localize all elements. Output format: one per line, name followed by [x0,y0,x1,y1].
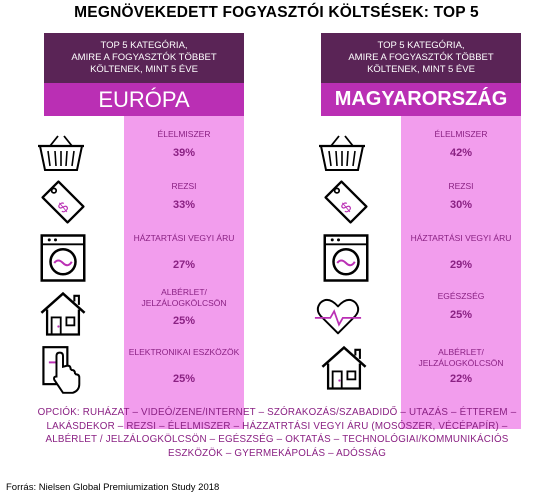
house-icon [321,345,367,390]
table-row: $ REZSI 30% [321,173,521,229]
europe-region-label: EURÓPA [44,83,244,116]
europe-panel: TOP 5 KATEGÓRIA, AMIRE A FOGYASZTÓK TÖBB… [38,33,244,429]
category-label: REZSI [171,181,197,191]
category-label: HÁZTARTÁSI VEGYI ÁRU [133,233,235,243]
table-row: HÁZTARTÁSI VEGYI ÁRU 27% [40,229,244,285]
basket-icon [319,135,365,171]
hungary-value-column [401,116,521,429]
heart-pulse-icon [314,298,362,335]
category-label: HÁZTARTÁSI VEGYI ÁRU [410,233,512,243]
category-label: ELEKTRONIKAI ESZKÖZÖK [128,347,240,357]
table-row: ÉLELMISZER 39% [38,121,244,177]
source-note: Forrás: Nielsen Global Premiumization St… [6,482,220,493]
hungary-region-label: MAGYARORSZÁG [321,83,521,116]
table-row: HÁZTARTÁSI VEGYI ÁRU 29% [321,229,521,285]
table-row: ALBÉRLET/ JELZÁLOGKÖLCSÖN 22% [321,339,521,395]
category-value: 25% [449,309,473,321]
category-label: ALBÉRLET/ JELZÁLOGKÖLCSÖN [141,287,227,308]
category-label: EGÉSZSÉG [437,291,485,301]
washing-machine-icon [40,234,86,282]
category-value: 29% [449,259,473,271]
price-tag-icon: $ [324,180,368,224]
category-value: 25% [172,315,196,327]
table-row: EGÉSZSÉG 25% [314,283,521,339]
europe-header: TOP 5 KATEGÓRIA, AMIRE A FOGYASZTÓK TÖBB… [44,33,244,83]
category-value: 27% [172,259,196,271]
category-label: ALBÉRLET/ JELZÁLOGKÖLCSÖN [418,347,504,368]
chart-title: MEGNÖVEKEDETT FOGYASZTÓI KÖLTSÉSEK: TOP … [74,4,479,21]
category-value: 30% [449,199,473,211]
price-tag-icon: $ [41,180,85,224]
table-row: ELEKTRONIKAI ESZKÖZÖK 25% [42,339,244,395]
table-row: $ REZSI 33% [41,173,244,229]
category-value: 39% [172,147,196,159]
table-row: ALBÉRLET/ JELZÁLOGKÖLCSÖN 25% [40,283,244,339]
category-label: REZSI [448,181,474,191]
basket-icon [38,135,84,171]
hungary-header: TOP 5 KATEGÓRIA, AMIRE A FOGYASZTÓK TÖBB… [321,33,521,83]
table-row: ÉLELMISZER 42% [319,121,521,177]
category-label: ÉLELMISZER [157,129,211,139]
category-label: ÉLELMISZER [434,129,488,139]
house-icon [40,291,86,336]
europe-value-column [124,116,244,429]
category-value: 25% [172,373,196,385]
options-text: OPCIÓK: RUHÁZAT – VIDEÓ/ZENE/INTERNET – … [37,407,517,459]
category-value: 33% [172,199,196,211]
washing-machine-icon [323,234,369,282]
category-value: 42% [449,147,473,159]
touchscreen-hand-icon [42,346,81,394]
hungary-panel: TOP 5 KATEGÓRIA, AMIRE A FOGYASZTÓK TÖBB… [314,33,521,429]
category-value: 22% [449,373,473,385]
